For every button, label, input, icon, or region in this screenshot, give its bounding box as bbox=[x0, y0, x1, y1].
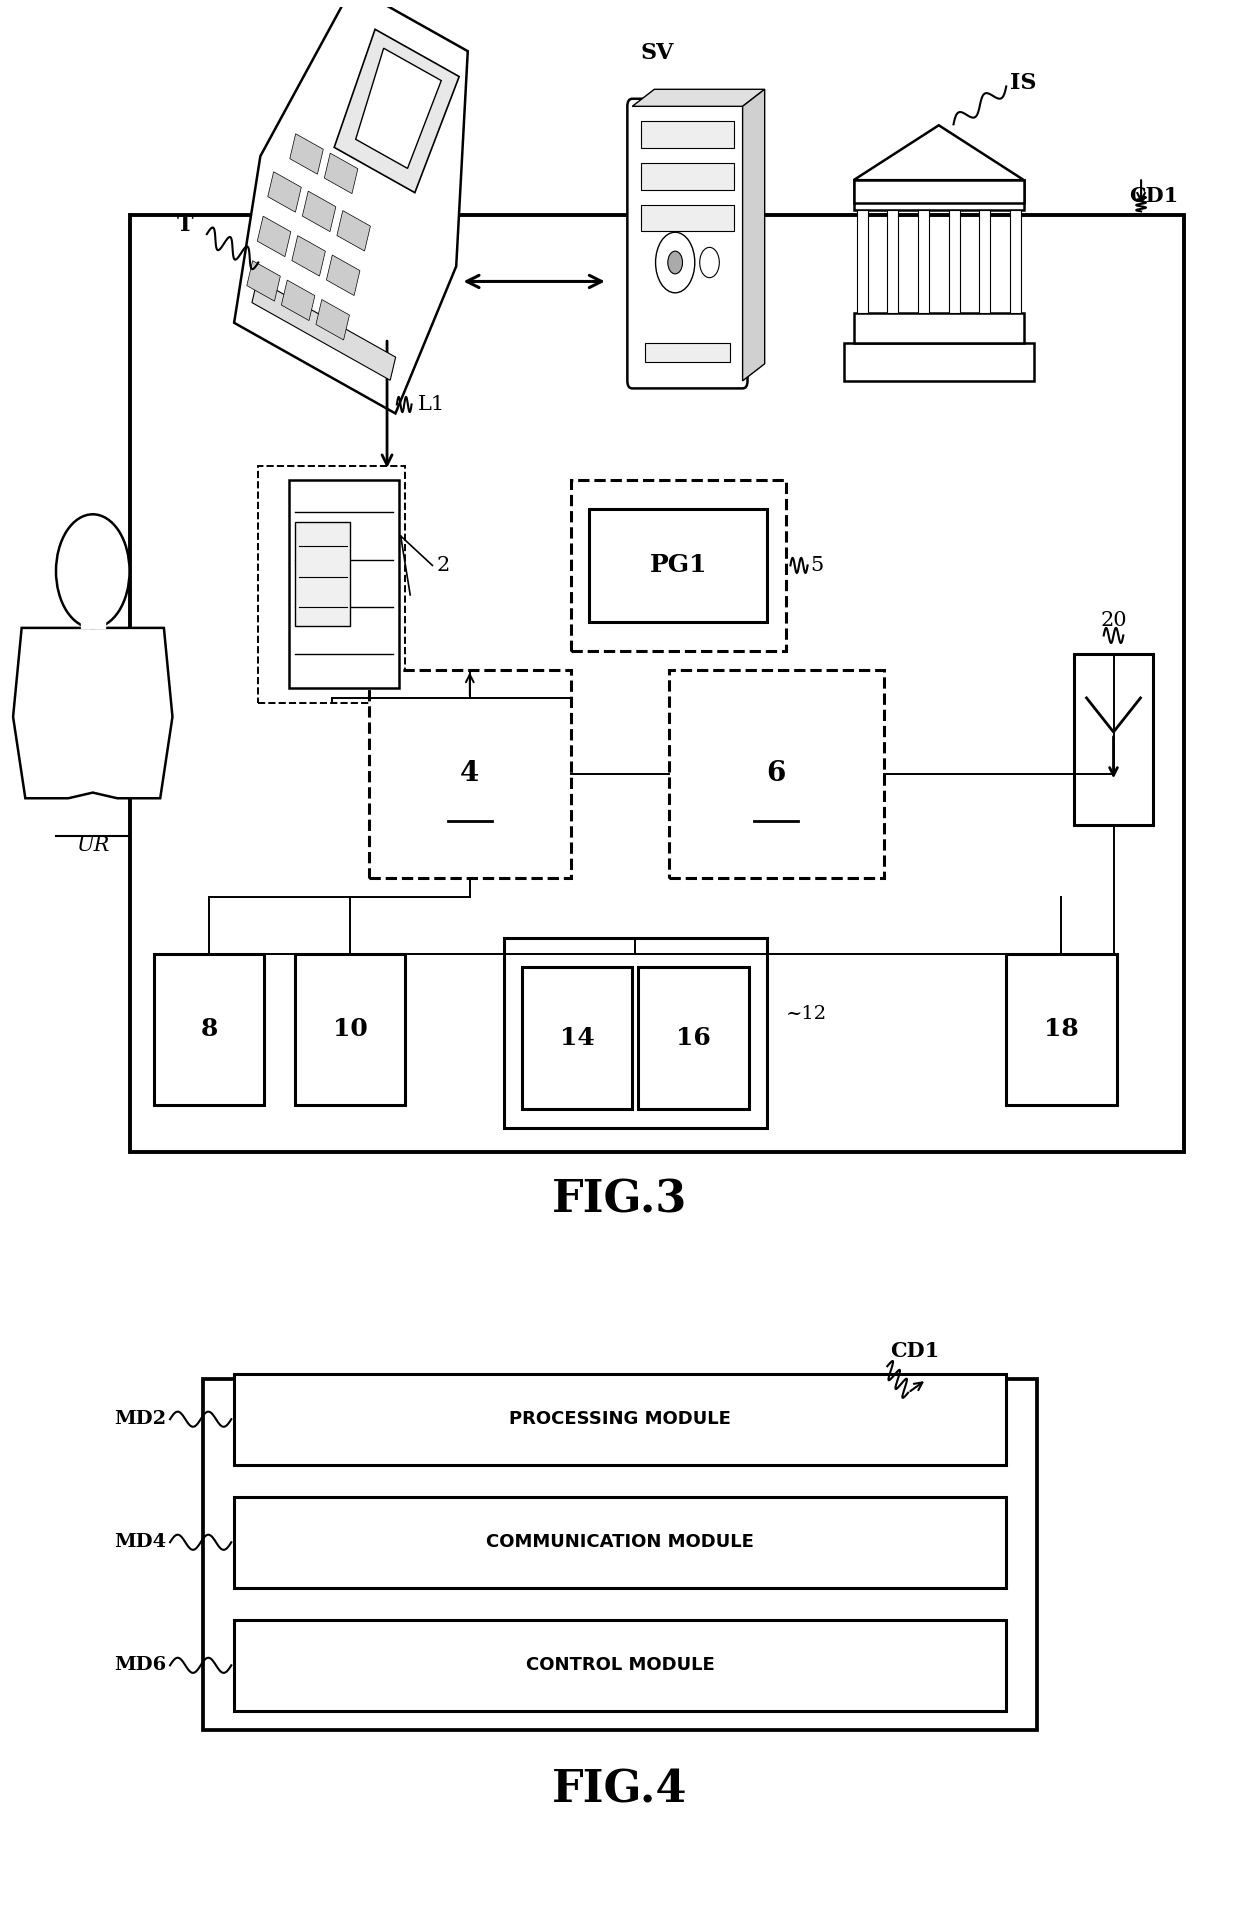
Text: 20: 20 bbox=[1100, 610, 1127, 629]
Circle shape bbox=[699, 248, 719, 278]
Text: SV: SV bbox=[640, 42, 673, 63]
Text: 16: 16 bbox=[676, 1026, 711, 1049]
Polygon shape bbox=[743, 90, 765, 381]
Bar bbox=[843, 343, 1034, 381]
Bar bbox=[949, 210, 960, 313]
Polygon shape bbox=[326, 256, 360, 296]
Bar bbox=[234, 1619, 1006, 1711]
Polygon shape bbox=[281, 280, 315, 320]
Text: PG1: PG1 bbox=[650, 553, 707, 578]
Text: L1: L1 bbox=[418, 395, 445, 414]
Bar bbox=[368, 669, 570, 877]
Text: 2: 2 bbox=[436, 557, 449, 574]
Circle shape bbox=[56, 515, 129, 627]
Bar bbox=[980, 210, 991, 313]
Text: 5: 5 bbox=[810, 557, 823, 574]
Bar bbox=[888, 210, 898, 313]
Bar bbox=[503, 938, 768, 1127]
Polygon shape bbox=[268, 172, 301, 212]
Bar bbox=[522, 967, 632, 1108]
Bar bbox=[645, 343, 730, 362]
Polygon shape bbox=[247, 261, 280, 301]
Polygon shape bbox=[291, 236, 325, 277]
Text: MD4: MD4 bbox=[114, 1533, 166, 1550]
Text: 4: 4 bbox=[460, 761, 480, 788]
Text: CD1: CD1 bbox=[1128, 187, 1178, 206]
Polygon shape bbox=[14, 627, 172, 799]
Polygon shape bbox=[290, 133, 324, 174]
Bar bbox=[129, 215, 1184, 1152]
Polygon shape bbox=[853, 126, 1024, 179]
Bar bbox=[258, 465, 405, 702]
Text: COMMUNICATION MODULE: COMMUNICATION MODULE bbox=[486, 1533, 754, 1550]
Text: FIG.4: FIG.4 bbox=[552, 1770, 688, 1812]
Text: 14: 14 bbox=[559, 1026, 594, 1049]
Text: CD1: CD1 bbox=[890, 1341, 939, 1362]
Polygon shape bbox=[356, 48, 441, 168]
Bar bbox=[853, 313, 1024, 343]
Text: 18: 18 bbox=[1044, 1016, 1079, 1041]
Text: PROCESSING MODULE: PROCESSING MODULE bbox=[510, 1409, 730, 1428]
Bar bbox=[641, 122, 734, 149]
Circle shape bbox=[656, 233, 694, 294]
Polygon shape bbox=[234, 0, 467, 414]
Polygon shape bbox=[303, 191, 336, 231]
Text: FIG.3: FIG.3 bbox=[552, 1179, 688, 1220]
Bar bbox=[670, 669, 884, 877]
Bar bbox=[234, 1497, 1006, 1589]
Polygon shape bbox=[81, 616, 105, 627]
Bar bbox=[853, 179, 1024, 202]
Bar bbox=[295, 523, 350, 625]
Bar bbox=[289, 481, 399, 688]
Bar bbox=[203, 1379, 1037, 1730]
Polygon shape bbox=[257, 215, 291, 257]
Text: 6: 6 bbox=[766, 761, 786, 788]
Text: MD6: MD6 bbox=[114, 1657, 166, 1674]
Text: IS: IS bbox=[1009, 72, 1037, 93]
Bar bbox=[234, 1373, 1006, 1465]
Polygon shape bbox=[335, 29, 459, 193]
Polygon shape bbox=[316, 299, 350, 339]
Bar bbox=[154, 954, 264, 1104]
Polygon shape bbox=[252, 280, 396, 379]
Bar bbox=[918, 210, 929, 313]
Bar bbox=[857, 210, 868, 313]
Bar bbox=[639, 967, 749, 1108]
Text: CONTROL MODULE: CONTROL MODULE bbox=[526, 1657, 714, 1674]
Polygon shape bbox=[325, 153, 358, 195]
Bar bbox=[589, 509, 768, 622]
Bar bbox=[295, 954, 405, 1104]
Text: ~12: ~12 bbox=[785, 1005, 827, 1022]
Text: 8: 8 bbox=[201, 1016, 218, 1041]
Bar bbox=[1074, 654, 1153, 824]
Bar bbox=[570, 481, 785, 650]
Bar bbox=[641, 164, 734, 189]
Polygon shape bbox=[632, 90, 765, 107]
Text: UR: UR bbox=[76, 835, 109, 854]
Bar bbox=[641, 204, 734, 231]
Bar bbox=[853, 179, 1024, 210]
Text: 10: 10 bbox=[332, 1016, 367, 1041]
Circle shape bbox=[668, 252, 682, 275]
FancyBboxPatch shape bbox=[627, 99, 748, 389]
Text: MD2: MD2 bbox=[114, 1409, 166, 1428]
Bar bbox=[1006, 954, 1116, 1104]
Text: T: T bbox=[176, 214, 193, 236]
Polygon shape bbox=[337, 210, 371, 252]
Bar bbox=[1009, 210, 1021, 313]
